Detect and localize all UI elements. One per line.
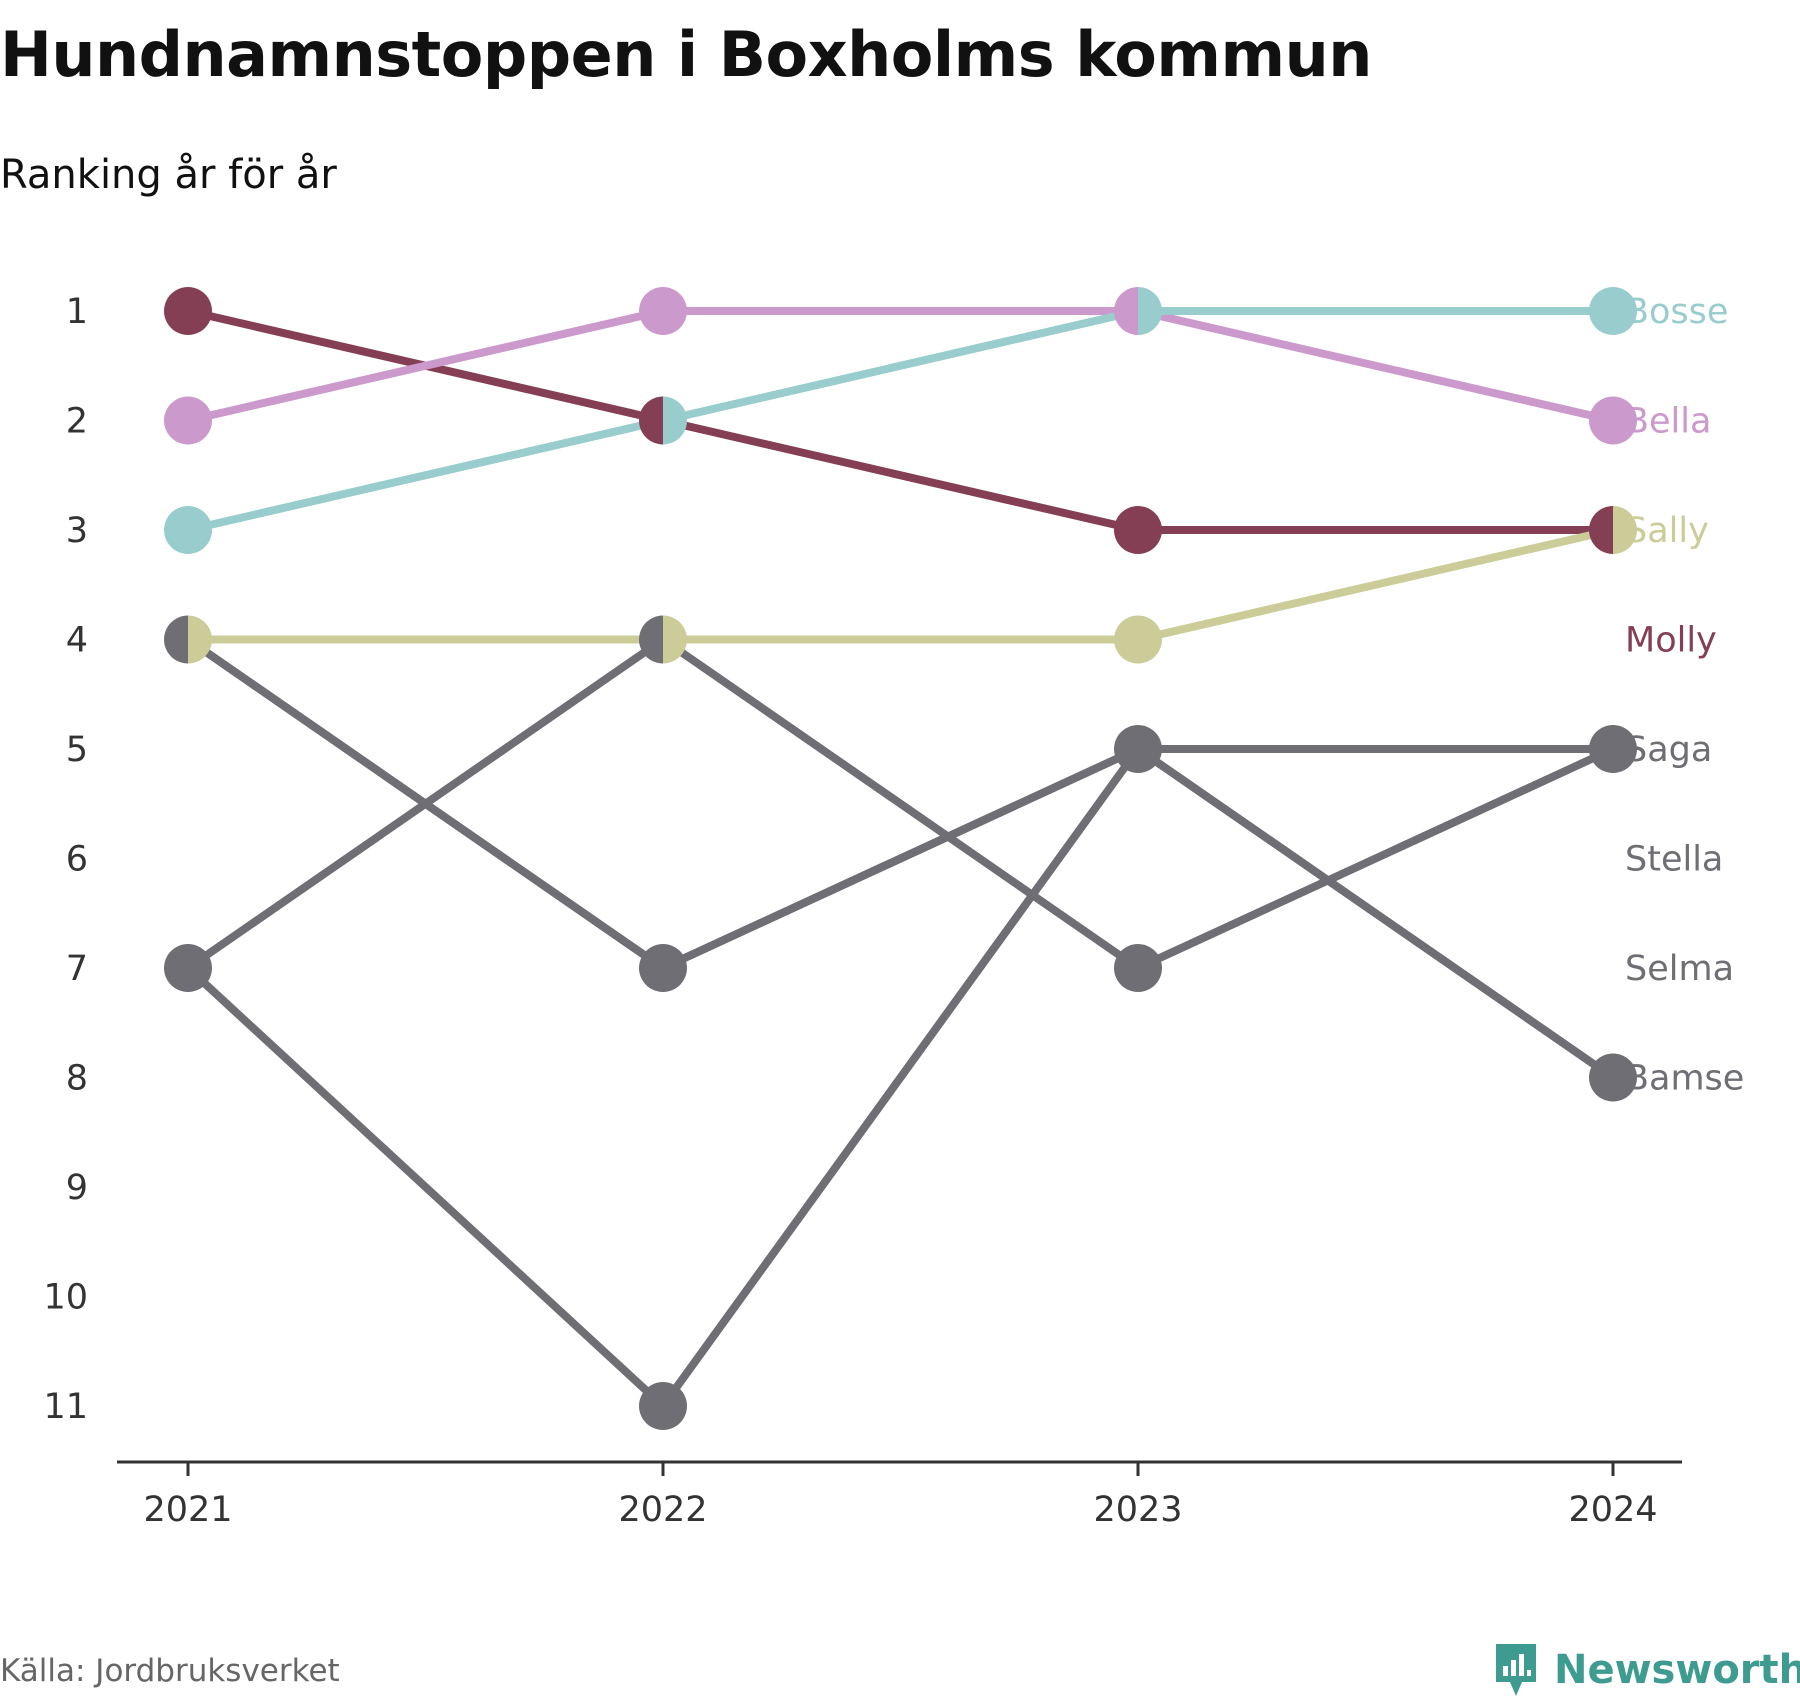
series-label-saga: Saga xyxy=(1625,730,1712,770)
y-tick-label: 10 xyxy=(43,1278,88,1318)
point-selma-bamse-2024 xyxy=(1589,1053,1637,1102)
source-note: Källa: Jordbruksverket xyxy=(0,1653,340,1689)
point-right-half-2022 xyxy=(663,615,687,664)
point-saga-2023 xyxy=(1114,944,1162,992)
chart-title: Hundnamnstoppen i Boxholms kommun xyxy=(0,18,1372,91)
y-tick-label: 1 xyxy=(66,292,88,332)
chart-subtitle: Ranking år för år xyxy=(0,152,337,198)
brand-name: Newsworthy xyxy=(1554,1647,1800,1693)
series-label-bella: Bella xyxy=(1625,402,1711,442)
x-tick-label: 2021 xyxy=(143,1490,232,1530)
series-label-sally: Sally xyxy=(1625,511,1709,551)
point-bella-2022 xyxy=(639,287,687,335)
point-left-half-2021 xyxy=(164,615,188,664)
series-points xyxy=(164,287,1637,1430)
point-sally-2023 xyxy=(1114,615,1162,664)
point-bella-2024 xyxy=(1589,396,1637,445)
series-label-selma: Selma xyxy=(1625,949,1734,989)
y-tick-label: 4 xyxy=(66,621,88,661)
point-bosse-2024 xyxy=(1589,287,1637,335)
y-tick-label: 8 xyxy=(66,1059,88,1099)
series-line-bella xyxy=(184,307,1617,425)
y-tick-label: 3 xyxy=(66,511,88,551)
point-saga-stella-2024 xyxy=(1589,725,1637,773)
point-left-half-2022 xyxy=(639,615,663,664)
point-bosse-2021 xyxy=(164,506,212,554)
series-line-bosse xyxy=(184,307,1617,534)
point-right-half-2022 xyxy=(663,396,687,445)
point-right-half-2021 xyxy=(188,615,213,664)
point-selma-2022 xyxy=(639,1382,687,1430)
y-tick-label: 9 xyxy=(66,1168,88,1208)
point-bella-2021 xyxy=(164,396,212,445)
y-tick-label: 11 xyxy=(43,1387,88,1427)
series-line-saga xyxy=(184,635,1617,972)
axis-group: 2021 2022 2023 2024 1 2 3 4 5 6 7 8 9 10 11 xyxy=(43,292,1682,1530)
point-left-half-2024 xyxy=(1589,506,1613,554)
point-molly-2021 xyxy=(164,287,212,335)
series-line-sally xyxy=(184,526,1617,644)
y-tick-label: 6 xyxy=(66,840,88,880)
series-line-molly xyxy=(184,307,1617,534)
y-tick-label: 7 xyxy=(66,949,88,989)
point-right-half-2023 xyxy=(1138,287,1162,335)
x-tick-label: 2022 xyxy=(618,1490,707,1530)
point-left-half-2022 xyxy=(639,396,663,445)
series-line-bamse xyxy=(184,635,1617,1082)
series-label-bamse: Bamse xyxy=(1625,1059,1744,1099)
series-label-molly: Molly xyxy=(1625,621,1717,661)
series-label-bosse: Bosse xyxy=(1625,292,1728,332)
bump-chart: 2021 2022 2023 2024 1 2 3 4 5 6 7 8 9 10 11 Bosse Bella… xyxy=(43,287,1744,1530)
point-stella-bamse-2022 xyxy=(639,944,687,992)
x-tick-label: 2023 xyxy=(1093,1490,1182,1530)
point-stella-selma-bamse-2023 xyxy=(1114,725,1162,773)
y-tick-label: 2 xyxy=(66,402,88,442)
point-saga-selma-2021 xyxy=(164,944,212,992)
series-lines xyxy=(184,307,1617,1410)
point-molly-2023 xyxy=(1114,506,1162,554)
point-left-half-2023 xyxy=(1114,287,1138,335)
series-labels: Bosse Bella Sally Molly Saga Stella Selma Bamse xyxy=(1625,292,1744,1099)
y-tick-label: 5 xyxy=(66,730,88,770)
newsworthy-logo-icon xyxy=(1496,1644,1536,1696)
x-tick-label: 2024 xyxy=(1568,1490,1657,1530)
point-right-half-2024 xyxy=(1613,506,1637,554)
brand-logo: Newsworthy xyxy=(1492,1640,1800,1700)
series-label-stella: Stella xyxy=(1625,840,1723,880)
